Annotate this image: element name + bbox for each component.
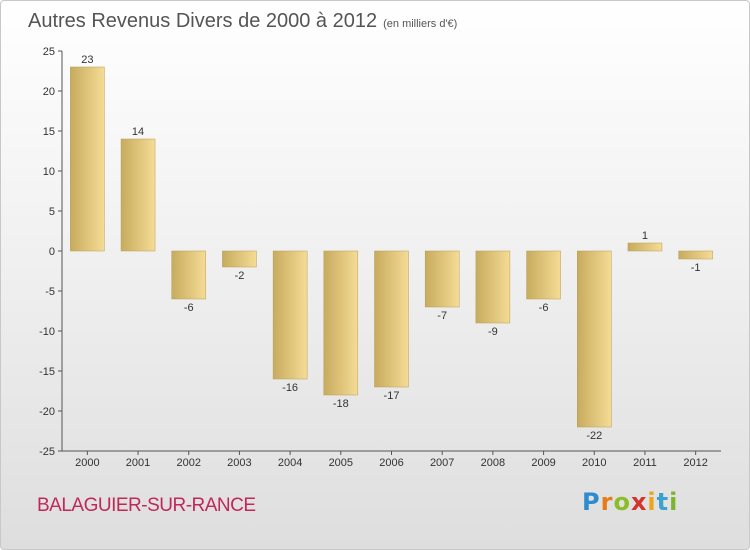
x-tick-label: 2001 bbox=[126, 457, 150, 469]
bar bbox=[70, 66, 105, 252]
y-tick-label: 10 bbox=[43, 166, 55, 178]
bar bbox=[678, 250, 713, 260]
y-tick-label: 25 bbox=[43, 46, 55, 58]
data-label: 23 bbox=[81, 54, 93, 66]
data-label: -6 bbox=[539, 302, 549, 314]
x-tick-label: 2010 bbox=[582, 457, 606, 469]
y-tick-label: -10 bbox=[39, 326, 55, 338]
logo-letter: P bbox=[582, 488, 601, 516]
commune-name: BALAGUIER-SUR-RANCE bbox=[37, 495, 256, 516]
bar bbox=[222, 250, 257, 268]
bars: 23 14 -6 -2 -16 -18 -17 -7 -9 -6 -22 1 -1 bbox=[70, 54, 713, 442]
logo-letter: i bbox=[647, 488, 657, 516]
y-tick-label: 15 bbox=[43, 126, 55, 138]
data-label: -2 bbox=[235, 270, 245, 282]
logo-letter: r bbox=[600, 488, 614, 516]
logo-letter: o bbox=[613, 488, 631, 516]
chart-title: Autres Revenus Divers de 2000 à 2012 (en … bbox=[28, 10, 457, 33]
bar bbox=[171, 250, 206, 300]
x-tick-label: 2006 bbox=[379, 457, 403, 469]
y-tick-label: -15 bbox=[39, 366, 55, 378]
y-tick-label: 0 bbox=[49, 246, 55, 258]
data-label: 14 bbox=[132, 126, 144, 138]
data-label: 1 bbox=[642, 230, 648, 242]
bar bbox=[120, 138, 156, 252]
bar bbox=[526, 250, 561, 300]
x-tick-label: 2000 bbox=[75, 457, 99, 469]
chart-title-text: Autres Revenus Divers de 2000 à 2012 bbox=[28, 10, 378, 32]
x-tick-label: 2004 bbox=[278, 457, 302, 469]
x-tick-label: 2007 bbox=[430, 457, 454, 469]
y-tick-label: -20 bbox=[39, 406, 55, 418]
bar bbox=[627, 242, 663, 252]
data-label: -17 bbox=[384, 390, 400, 402]
x-tick-label: 2005 bbox=[329, 457, 353, 469]
data-label: -1 bbox=[691, 262, 701, 274]
logo-letter: x bbox=[630, 488, 648, 516]
x-tick-label: 2011 bbox=[633, 457, 657, 469]
x-tick-label: 2009 bbox=[531, 457, 555, 469]
chart-unit: (en milliers d'€) bbox=[383, 18, 458, 30]
bar bbox=[374, 250, 409, 388]
x-tick-label: 2002 bbox=[176, 457, 200, 469]
y-tick-label: 20 bbox=[43, 86, 55, 98]
data-label: -22 bbox=[586, 430, 602, 442]
data-label: -18 bbox=[333, 398, 349, 410]
data-label: -16 bbox=[282, 382, 298, 394]
bar bbox=[272, 250, 308, 380]
y-tick-label: -25 bbox=[39, 446, 55, 458]
data-label: -9 bbox=[488, 326, 498, 338]
data-label: -7 bbox=[437, 310, 447, 322]
bar bbox=[475, 250, 511, 324]
x-tick-label: 2003 bbox=[227, 457, 251, 469]
y-tick-label: -5 bbox=[45, 286, 55, 298]
x-tick-label: 2008 bbox=[481, 457, 505, 469]
x-tick-label: 2012 bbox=[683, 457, 707, 469]
bar bbox=[323, 250, 359, 396]
axes: 25 20 15 10 5 0 -5 -10 -15 -20 -25 2000 2001 2002 2003… bbox=[39, 46, 721, 469]
logo-letter: i bbox=[669, 488, 679, 516]
y-tick-label: 5 bbox=[49, 206, 55, 218]
data-label: -6 bbox=[184, 302, 194, 314]
logo-letter: t bbox=[656, 488, 670, 516]
proxiti-logo[interactable]: Proxiti bbox=[582, 488, 678, 516]
bar bbox=[424, 250, 460, 308]
bar bbox=[577, 250, 612, 428]
